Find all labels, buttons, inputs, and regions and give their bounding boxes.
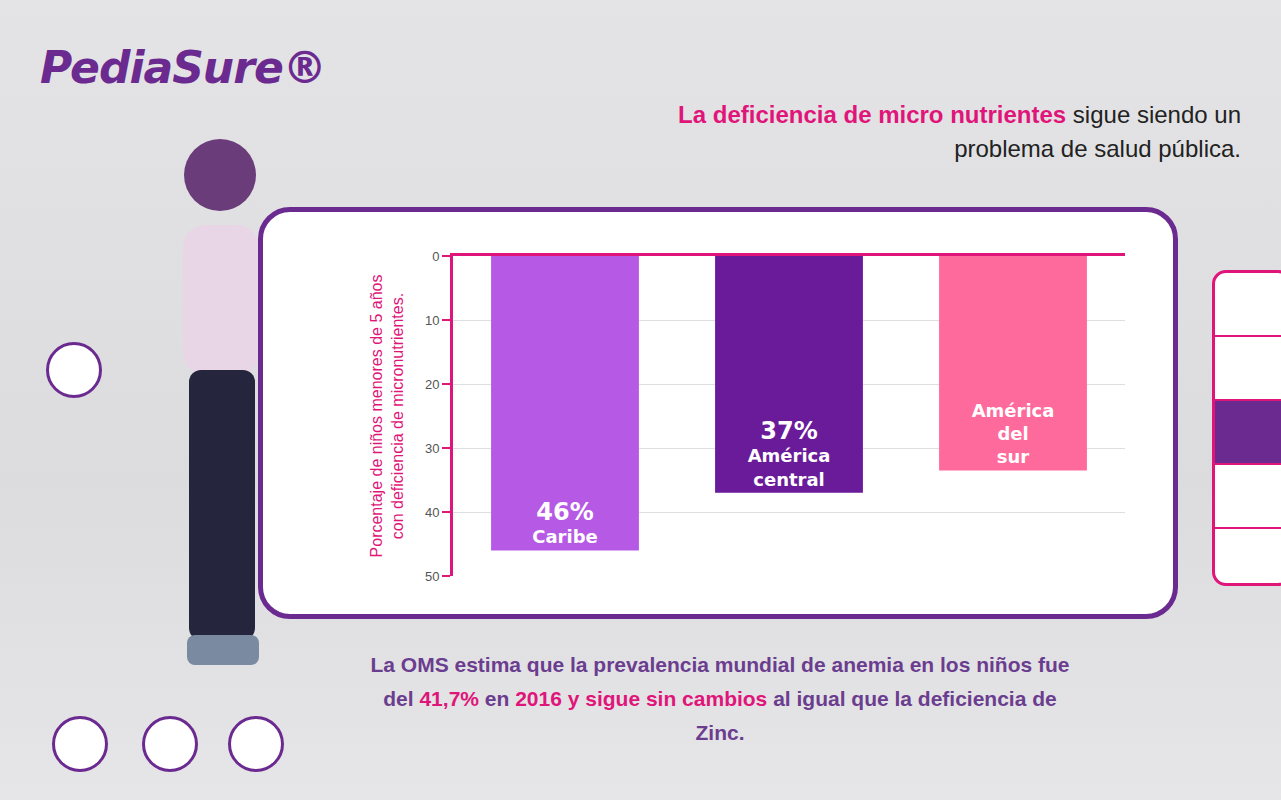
html-text:PediaSure®: PediaSure® [40,42,326,93]
html-text:La deficiencia de micro nutrie: La deficiencia de micro nutrientes sigue… [678,101,1241,162]
svg-text:10: 10 [425,313,439,328]
svg-text:20: 20 [425,377,439,392]
svg-text:46%Caribe: 46%Caribe [532,498,598,547]
svg-text:40: 40 [425,505,439,520]
svg-text:0: 0 [432,249,439,264]
html-text:La OMS estima que la prevalenc: La OMS estima que la prevalencia mundial… [370,653,1070,744]
svg-text:37%Américacentral: 37%Américacentral [748,417,831,490]
svg-text:Américadelsur: Américadelsur [972,400,1055,468]
svg-text:30: 30 [425,441,439,456]
svg-text:Porcentaje de niños menores de: Porcentaje de niños menores de 5 añoscon… [368,275,406,558]
svg-text:50: 50 [425,569,439,584]
